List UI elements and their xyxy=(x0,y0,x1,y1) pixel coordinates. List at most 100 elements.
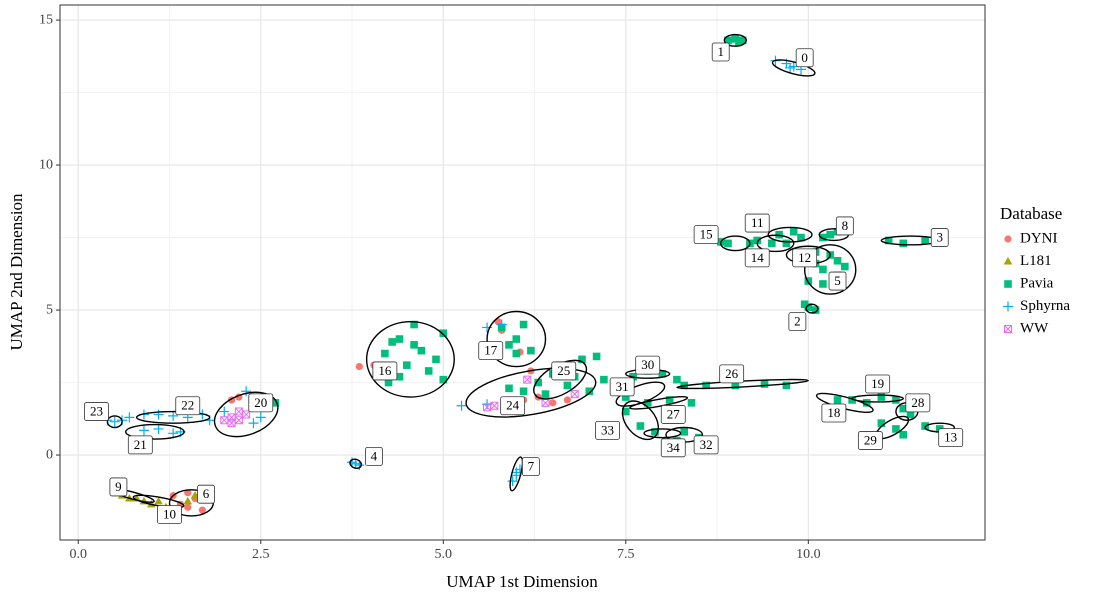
point xyxy=(651,428,659,436)
point xyxy=(168,410,179,421)
cluster-ellipse xyxy=(509,456,524,492)
point xyxy=(735,38,743,46)
point xyxy=(884,236,893,245)
cluster-ellipse xyxy=(213,391,279,438)
cluster-label-box xyxy=(905,393,931,413)
point xyxy=(505,384,513,393)
cluster-label-box xyxy=(821,403,847,423)
cluster-label: 0 xyxy=(801,50,808,65)
point xyxy=(350,458,361,469)
point xyxy=(665,396,674,404)
cluster-label-box xyxy=(372,361,398,381)
point xyxy=(600,375,608,384)
legend-label: Sphyrna xyxy=(1020,298,1070,314)
cluster-label: 13 xyxy=(944,430,957,445)
point xyxy=(782,239,791,248)
y-tick-label: 0 xyxy=(46,447,53,462)
point xyxy=(227,419,236,428)
y-axis-label: UMAP 2nd Dimension xyxy=(7,193,26,351)
point xyxy=(234,407,243,416)
point xyxy=(563,396,571,404)
point xyxy=(899,239,908,248)
cluster-label: 33 xyxy=(601,422,614,437)
plot-border xyxy=(59,4,986,541)
point xyxy=(833,256,842,265)
legend-label: Pavia xyxy=(1020,275,1054,291)
cluster-label-box xyxy=(711,42,730,62)
point xyxy=(899,430,908,439)
cluster-label-box xyxy=(835,216,854,236)
cluster-ellipse xyxy=(365,320,455,398)
cluster-label-box xyxy=(109,477,128,497)
cluster-label-box xyxy=(744,248,770,268)
point xyxy=(687,399,696,407)
legend-label: WW xyxy=(1020,320,1049,336)
cluster-label-box xyxy=(551,361,577,381)
point xyxy=(355,362,363,371)
cluster-label: 5 xyxy=(834,273,841,288)
cluster-label-box xyxy=(248,393,274,413)
point xyxy=(496,319,507,330)
point xyxy=(658,370,667,378)
cluster-ellipse xyxy=(771,59,816,77)
cluster-label-box xyxy=(478,341,504,361)
point xyxy=(789,227,798,236)
cluster-ellipse xyxy=(803,244,857,295)
point xyxy=(622,407,630,416)
point xyxy=(877,419,886,427)
cluster-ellipse xyxy=(720,235,751,252)
cluster-ellipse xyxy=(486,310,547,368)
point xyxy=(490,401,499,410)
cluster-ellipse xyxy=(125,423,185,440)
cluster-ellipse xyxy=(756,234,795,253)
point xyxy=(785,62,796,73)
cluster-label-box xyxy=(938,428,964,448)
cluster-ellipse xyxy=(805,303,819,314)
cluster-label-box xyxy=(795,48,814,68)
cluster-label: 30 xyxy=(641,357,654,372)
cluster-ellipse xyxy=(621,400,660,441)
cluster-label-box xyxy=(197,484,215,504)
cluster-ellipse xyxy=(767,226,813,243)
point xyxy=(892,425,900,433)
cluster-label-box xyxy=(500,396,526,416)
legend-title: Database xyxy=(1000,204,1062,223)
cluster-ellipse xyxy=(349,458,363,469)
cluster-label-box xyxy=(792,248,818,268)
point xyxy=(219,406,230,417)
point xyxy=(753,236,762,245)
point xyxy=(541,390,550,398)
cluster-label-box xyxy=(693,435,719,455)
point xyxy=(800,300,809,309)
point xyxy=(417,346,426,355)
legend-label: L181 xyxy=(1020,253,1052,269)
legend-label: DYNI xyxy=(1020,230,1058,246)
cluster-ellipse xyxy=(135,410,211,424)
cluster-label-box xyxy=(595,420,620,440)
cluster-label: 7 xyxy=(528,459,535,474)
x-axis-label: UMAP 1st Dimension xyxy=(446,572,598,591)
legend-marker xyxy=(1004,235,1012,243)
point xyxy=(248,418,259,429)
point xyxy=(563,381,572,390)
point xyxy=(439,329,448,338)
cluster-label-box xyxy=(635,355,661,375)
point xyxy=(523,375,532,384)
cluster-label: 24 xyxy=(506,398,520,413)
point xyxy=(519,320,528,329)
cluster-label-box xyxy=(660,438,686,458)
point xyxy=(819,265,827,274)
point xyxy=(899,404,908,413)
point xyxy=(395,335,404,343)
point xyxy=(154,496,163,505)
point xyxy=(549,399,557,407)
cluster-label: 21 xyxy=(134,437,147,452)
cluster-label: 12 xyxy=(798,250,811,265)
point xyxy=(388,338,396,346)
point xyxy=(826,230,835,239)
point xyxy=(702,381,710,390)
point xyxy=(862,399,871,407)
point xyxy=(811,306,820,314)
point xyxy=(833,396,842,404)
point xyxy=(395,372,404,381)
